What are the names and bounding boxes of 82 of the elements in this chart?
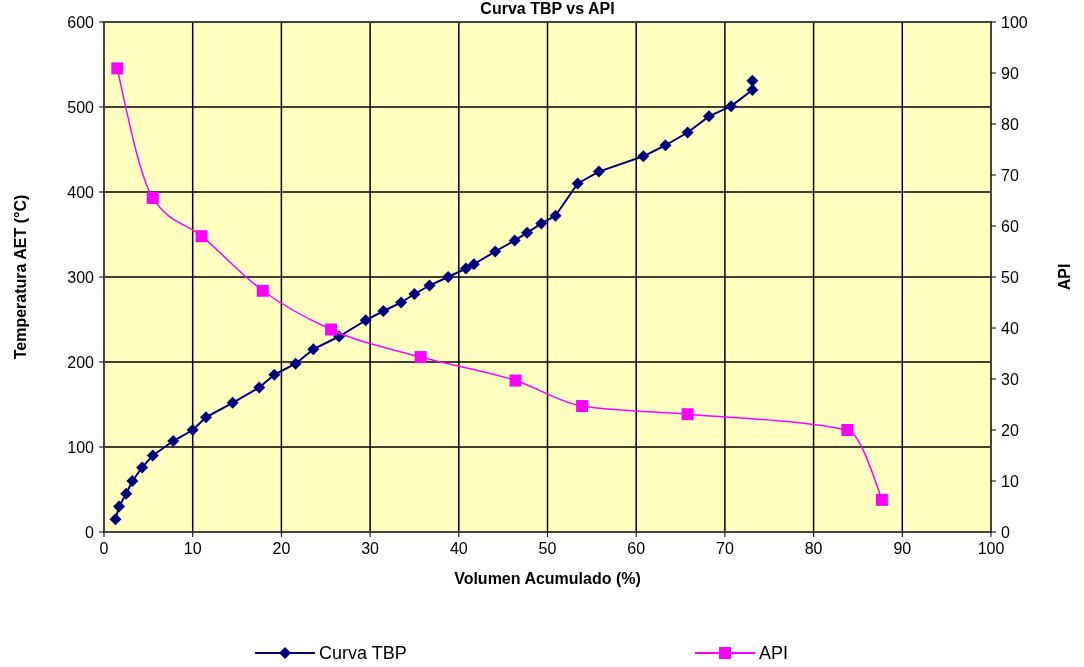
x-tick-label: 10 xyxy=(183,540,202,557)
point xyxy=(395,296,408,309)
legend-label: API xyxy=(759,643,789,664)
point xyxy=(467,258,480,271)
y2-tick-label: 60 xyxy=(1001,217,1019,235)
point xyxy=(120,487,133,500)
point xyxy=(414,351,427,364)
point xyxy=(136,461,149,474)
point xyxy=(268,368,281,381)
y2-tick-label: 10 xyxy=(1001,472,1019,490)
x-tick-label: 70 xyxy=(716,540,734,557)
point xyxy=(746,74,759,87)
y-tick-label: 300 xyxy=(67,268,95,286)
point xyxy=(253,381,266,394)
point xyxy=(146,449,159,462)
x-tick-label: 30 xyxy=(361,540,380,557)
y2-tick-label: 30 xyxy=(1001,370,1019,388)
point xyxy=(167,435,180,448)
point xyxy=(592,165,605,178)
y2-tick-label: 70 xyxy=(1001,166,1019,184)
point xyxy=(746,84,759,96)
point xyxy=(576,400,589,413)
x-tick-label: 60 xyxy=(627,540,646,557)
point xyxy=(725,100,738,113)
x-tick-label: 20 xyxy=(272,540,291,557)
point xyxy=(113,500,126,513)
legend-label: Curva TBP xyxy=(319,643,407,664)
y-tick-label: 500 xyxy=(67,98,95,116)
point xyxy=(508,234,521,247)
point xyxy=(659,139,672,152)
y-axis-title: Temperatura AET (°C) xyxy=(12,194,29,360)
point xyxy=(442,271,455,283)
y2-tick-label: 90 xyxy=(1001,64,1019,82)
point xyxy=(408,288,421,300)
point xyxy=(126,475,139,487)
x-tick-label: 50 xyxy=(538,540,557,557)
y-tick-label: 100 xyxy=(67,438,95,456)
point xyxy=(325,323,338,336)
x-tick-label: 100 xyxy=(977,540,1005,557)
point xyxy=(535,217,548,230)
point xyxy=(200,411,213,424)
point xyxy=(377,305,390,317)
point xyxy=(681,408,694,421)
point xyxy=(109,513,122,526)
y2-tick-label: 20 xyxy=(1001,421,1019,439)
x-tick-label: 80 xyxy=(804,540,823,557)
point xyxy=(702,110,715,123)
point xyxy=(459,262,472,275)
y2-tick-label: 50 xyxy=(1001,268,1019,286)
point xyxy=(186,424,199,436)
y-tick-label: 400 xyxy=(67,183,95,201)
point xyxy=(521,226,534,239)
chart-title: Curva TBP vs API xyxy=(480,0,615,17)
point xyxy=(307,343,320,356)
point xyxy=(875,493,888,506)
x-tick-label: 40 xyxy=(449,540,468,557)
y2-tick-label: 100 xyxy=(1001,13,1028,31)
y2-tick-label: 0 xyxy=(1001,523,1010,541)
y2-tick-label: 80 xyxy=(1001,115,1019,133)
point xyxy=(681,126,694,139)
x-axis-title: Volumen Acumulado (%) xyxy=(454,570,641,587)
point xyxy=(359,314,372,327)
y2-axis-title: API xyxy=(1056,263,1073,291)
point xyxy=(549,209,562,222)
x-tick-label: 0 xyxy=(99,540,109,557)
point xyxy=(111,62,124,75)
point xyxy=(841,424,854,436)
y-tick-label: 0 xyxy=(85,523,95,541)
point xyxy=(509,374,522,387)
y-tick-label: 600 xyxy=(67,13,95,31)
point xyxy=(195,230,208,243)
point xyxy=(256,284,269,297)
point xyxy=(146,191,159,204)
point xyxy=(423,279,436,292)
x-tick-label: 90 xyxy=(893,540,912,557)
point xyxy=(289,357,302,370)
point xyxy=(637,150,650,163)
point xyxy=(571,177,584,190)
point xyxy=(226,396,239,409)
y2-tick-label: 40 xyxy=(1001,319,1019,337)
y-tick-label: 200 xyxy=(67,353,95,371)
point xyxy=(489,245,502,258)
